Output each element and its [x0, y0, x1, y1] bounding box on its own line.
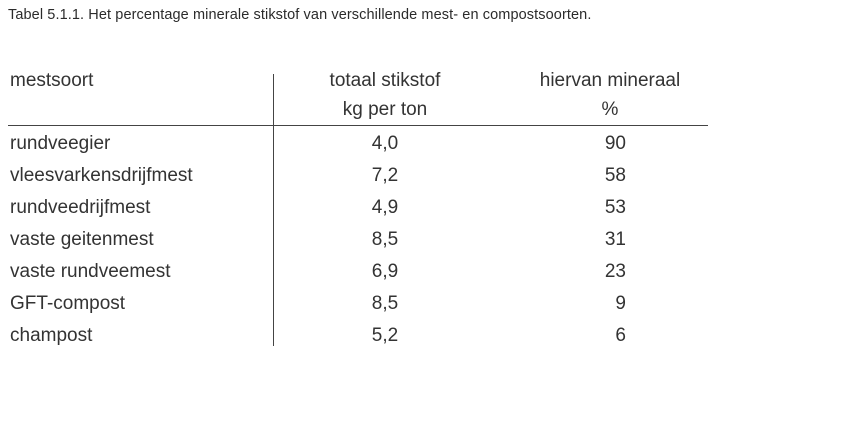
row-name: GFT-compost: [10, 293, 126, 314]
header-mestsoort: mestsoort: [10, 70, 94, 91]
row-name: rundveegier: [10, 133, 111, 154]
row-total: 8,5: [371, 229, 399, 250]
row-name: champost: [10, 325, 93, 346]
row-name: vleesvarkensdrijfmest: [10, 165, 193, 186]
header-kg-per-ton: kg per ton: [342, 99, 428, 120]
row-mineral: 9: [615, 293, 626, 314]
row-mineral: 6: [615, 325, 626, 346]
row-total: 5,2: [371, 325, 399, 346]
header-divider: [8, 125, 708, 126]
row-name: vaste rundveemest: [10, 261, 171, 282]
row-total: 8,5: [371, 293, 399, 314]
row-mineral: 58: [604, 165, 626, 186]
row-total: 6,9: [371, 261, 399, 282]
row-name: vaste geitenmest: [10, 229, 154, 250]
row-mineral: 31: [604, 229, 626, 250]
header-percent: %: [601, 99, 619, 120]
row-name: rundveedrijfmest: [10, 197, 151, 218]
column-divider: [273, 74, 274, 346]
row-total: 4,0: [371, 133, 399, 154]
header-hiervan-mineraal: hiervan mineraal: [539, 70, 681, 91]
row-total: 7,2: [371, 165, 399, 186]
row-mineral: 53: [604, 197, 626, 218]
row-mineral: 23: [604, 261, 626, 282]
row-total: 4,9: [371, 197, 399, 218]
table-caption: Tabel 5.1.1. Het percentage minerale sti…: [8, 7, 592, 23]
row-mineral: 90: [604, 133, 626, 154]
header-totaal-stikstof: totaal stikstof: [329, 70, 441, 91]
